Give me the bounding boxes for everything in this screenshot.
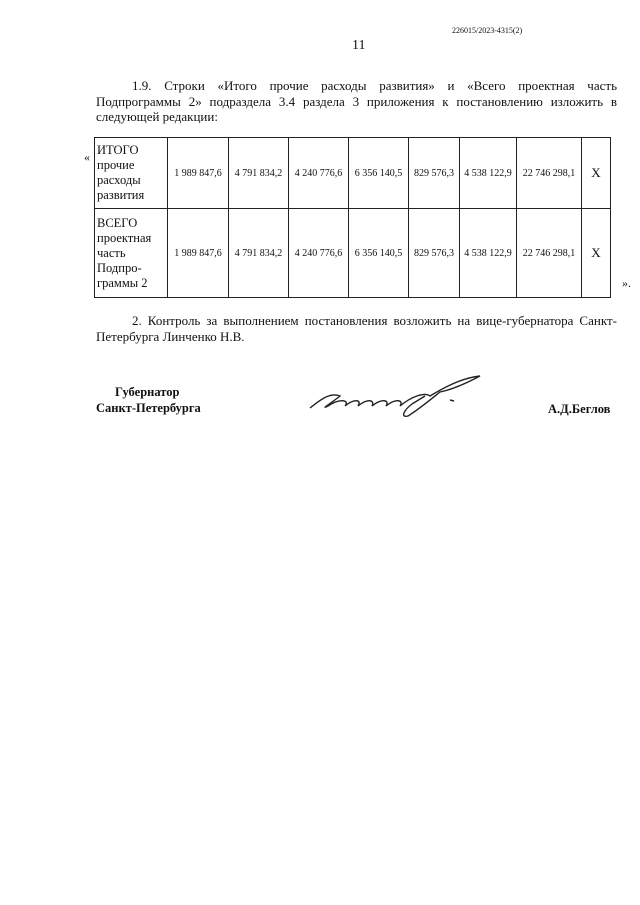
paragraph-1-9: 1.9. Строки «Итого прочие расходы развит…: [96, 78, 617, 124]
table-cell: X: [581, 137, 611, 209]
table-cell: 829 576,3: [408, 208, 460, 298]
row-label: ИТОГО прочие расходы развития: [94, 137, 168, 209]
signatory-title: Губернатор: [115, 385, 180, 399]
amendment-table: ИТОГО прочие расходы развития 1 989 847,…: [94, 137, 611, 298]
table-cell: 4 538 122,9: [459, 208, 517, 298]
table-cell: 6 356 140,5: [348, 208, 409, 298]
table-cell: 4 240 776,6: [288, 208, 349, 298]
table-row: ИТОГО прочие расходы развития 1 989 847,…: [94, 137, 611, 209]
row-label: ВСЕГО проектная часть Подпро-граммы 2: [94, 208, 168, 298]
signatory-name: А.Д.Беглов: [548, 402, 611, 416]
table-cell: 4 791 834,2: [228, 137, 289, 209]
paragraph-2: 2. Контроль за выполнением постановления…: [96, 313, 617, 344]
table-cell: 22 746 298,1: [516, 137, 582, 209]
table-cell: 4 240 776,6: [288, 137, 349, 209]
quote-close: ».: [622, 276, 631, 290]
table-cell: 4 791 834,2: [228, 208, 289, 298]
table-cell: 22 746 298,1: [516, 208, 582, 298]
signatory-city: Санкт-Петербурга: [96, 401, 201, 415]
page-number: 11: [352, 38, 366, 53]
table-cell: 1 989 847,6: [167, 137, 229, 209]
table-cell: X: [581, 208, 611, 298]
table-cell: 4 538 122,9: [459, 137, 517, 209]
table-row: ВСЕГО проектная часть Подпро-граммы 2 1 …: [94, 208, 611, 298]
table-cell: 829 576,3: [408, 137, 460, 209]
document-number: 226015/2023-4315(2): [452, 26, 523, 35]
quote-open: «: [84, 150, 90, 164]
handwritten-signature: [309, 375, 481, 417]
table-cell: 1 989 847,6: [167, 208, 229, 298]
table-cell: 6 356 140,5: [348, 137, 409, 209]
